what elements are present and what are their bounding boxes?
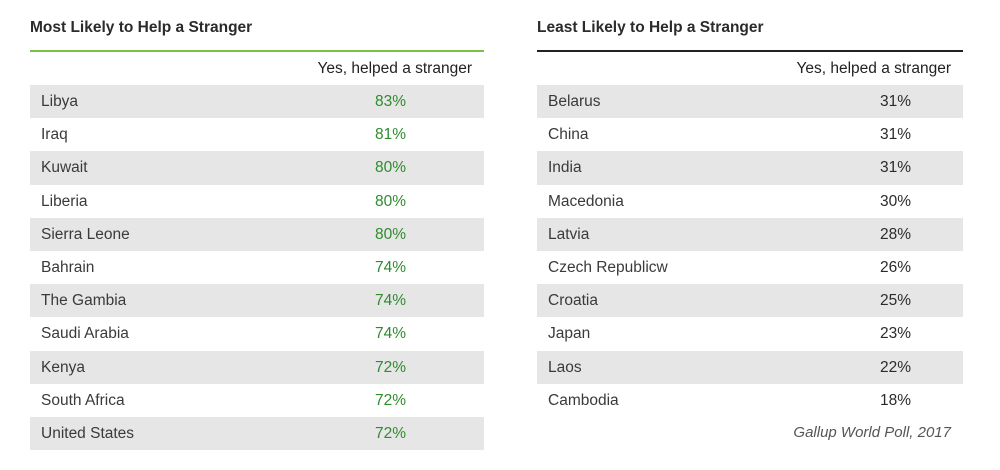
least-likely-value-label: 30% — [880, 192, 912, 210]
least-likely-table-row: Croatia 25% — [537, 284, 963, 318]
least-likely-column-header: Yes, helped a stranger — [796, 60, 951, 77]
most-likely-value-label: 72% — [375, 358, 407, 376]
most-likely-value-label: 74% — [375, 258, 407, 276]
least-likely-table-row: Belarus 31% — [537, 85, 963, 119]
source-note: Gallup World Poll, 2017 — [793, 424, 951, 441]
most-likely-country-label: The Gambia — [41, 292, 127, 310]
most-likely-title-rule — [30, 50, 484, 52]
most-likely-table-row: Liberia 80% — [30, 185, 484, 218]
least-likely-title-rule — [537, 50, 963, 52]
least-likely-value-label: 23% — [880, 325, 912, 343]
most-likely-value-label: 72% — [375, 391, 407, 409]
least-likely-rows: Belarus 31% China 31% India 31% Macedonia 30% La… — [537, 85, 963, 417]
least-likely-country-label: China — [548, 126, 589, 144]
most-likely-country-label: Saudi Arabia — [41, 325, 129, 343]
most-likely-value-label: 74% — [375, 292, 407, 310]
most-likely-value-label: 80% — [375, 192, 407, 210]
most-likely-table-row: Kenya 72% — [30, 350, 484, 384]
most-likely-table-row: Libya 83% — [30, 85, 484, 119]
most-likely-country-label: Sierra Leone — [41, 225, 130, 243]
least-likely-table-row: Czech Republicw 26% — [537, 251, 963, 284]
most-likely-country-label: Liberia — [41, 192, 88, 210]
least-likely-table-row: Macedonia 30% — [537, 185, 963, 218]
least-likely-country-label: Belarus — [548, 93, 601, 110]
least-likely-value-label: 31% — [880, 159, 912, 177]
most-likely-table-row: Kuwait 80% — [30, 151, 484, 185]
most-likely-table-row: Sierra Leone 80% — [30, 217, 484, 251]
least-likely-title: Least Likely to Help a Stranger — [537, 19, 764, 36]
most-likely-country-label: Libya — [41, 93, 79, 110]
least-likely-country-label: Cambodia — [548, 391, 619, 409]
least-likely-value-label: 22% — [880, 358, 912, 376]
most-likely-country-label: South Africa — [41, 391, 125, 409]
most-likely-country-label: United States — [41, 424, 135, 442]
most-likely-value-label: 80% — [375, 225, 407, 243]
least-likely-table-row: China 31% — [537, 118, 963, 151]
least-likely-value-label: 26% — [880, 258, 912, 276]
least-likely-value-label: 18% — [880, 391, 912, 409]
most-likely-rows: Libya 83% Iraq 81% Kuwait 80% Liberia 80% Sierra… — [30, 85, 484, 451]
least-likely-table-row: Japan 23% — [537, 317, 963, 350]
most-likely-table-row: Iraq 81% — [30, 118, 484, 151]
most-likely-value-label: 80% — [375, 159, 407, 177]
least-likely-value-label: 28% — [880, 225, 912, 243]
least-likely-value-label: 31% — [880, 126, 912, 144]
least-likely-country-label: Croatia — [548, 292, 598, 310]
most-likely-country-label: Iraq — [41, 126, 68, 144]
least-likely-value-label: 25% — [880, 292, 912, 310]
least-likely-country-label: Japan — [548, 325, 591, 343]
least-likely-table-row: Latvia 28% — [537, 217, 963, 251]
most-likely-table-row: The Gambia 74% — [30, 284, 484, 318]
most-likely-column-header: Yes, helped a stranger — [317, 60, 472, 77]
most-likely-table-row: Saudi Arabia 74% — [30, 317, 484, 350]
least-likely-country-label: India — [548, 159, 582, 177]
most-likely-table-row: United States 72% — [30, 416, 484, 451]
least-likely-table-row: Cambodia 18% — [537, 384, 963, 417]
most-likely-country-label: Kuwait — [41, 159, 88, 177]
most-likely-title: Most Likely to Help a Stranger — [30, 19, 253, 36]
least-likely-country-label: Latvia — [548, 225, 590, 243]
least-likely-country-label: Laos — [548, 358, 582, 376]
most-likely-value-label: 83% — [375, 93, 407, 110]
most-likely-value-label: 72% — [375, 424, 407, 442]
most-likely-table-row: South Africa 72% — [30, 384, 484, 417]
most-likely-value-label: 81% — [375, 126, 407, 144]
least-likely-table-row: India 31% — [537, 151, 963, 185]
most-likely-value-label: 74% — [375, 325, 407, 343]
most-likely-country-label: Kenya — [41, 358, 85, 376]
least-likely-table-row: Laos 22% — [537, 350, 963, 384]
least-likely-country-label: Czech Republicw — [548, 258, 668, 276]
most-likely-table-row: Bahrain 74% — [30, 251, 484, 284]
least-likely-country-label: Macedonia — [548, 192, 624, 210]
least-likely-value-label: 31% — [880, 93, 912, 110]
most-likely-country-label: Bahrain — [41, 258, 95, 276]
